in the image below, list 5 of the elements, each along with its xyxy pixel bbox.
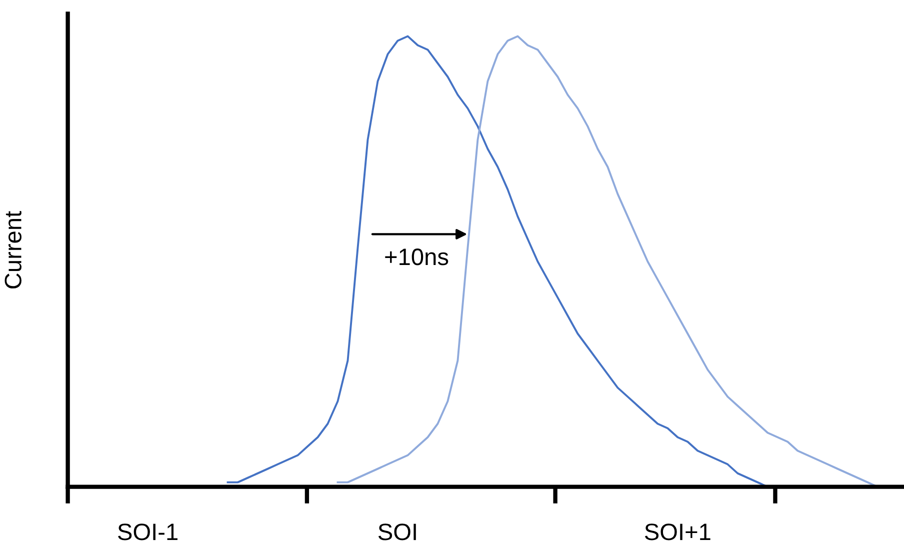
y-axis-title: Current (4, 211, 22, 288)
x-tick-label: SOI (378, 524, 416, 540)
x-tick-label: SOI+1 (644, 524, 710, 540)
x-tick-label: SOI-1 (118, 524, 178, 540)
annotation: +10ns (385, 248, 448, 266)
